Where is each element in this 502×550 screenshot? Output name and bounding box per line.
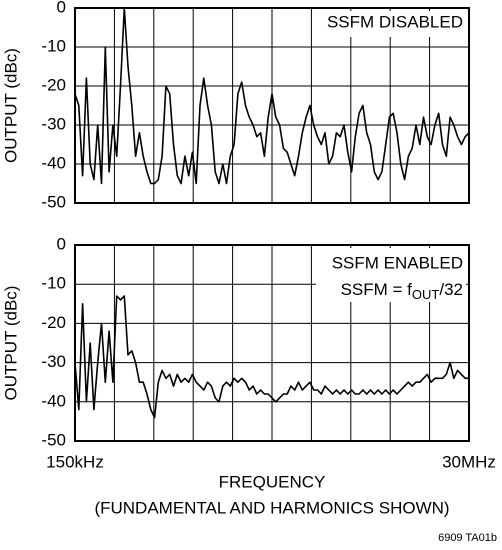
y-axis-label: OUTPUT (dBc) (1, 286, 20, 401)
y-tick-label: -40 (41, 391, 66, 410)
plot-frame (74, 244, 470, 442)
y-tick-label: 0 (57, 0, 66, 16)
annotation-tail: /32 (439, 280, 463, 299)
y-tick-label: -50 (41, 430, 66, 449)
annotation: SSFM ENABLED (332, 253, 463, 272)
data-line (74, 295, 469, 419)
figure-note: 6909 TA01b (438, 532, 497, 544)
y-tick-label: -30 (41, 114, 66, 133)
y-tick-label: -10 (41, 274, 66, 293)
annotation-box (316, 248, 466, 302)
y-tick-label: 0 (57, 234, 66, 253)
x-axis-label: (FUNDAMENTAL AND HARMONICS SHOWN) (94, 498, 449, 517)
y-tick-label: -20 (41, 75, 66, 94)
plot-frame (74, 7, 470, 204)
x-tick-label: 30MHz (442, 452, 496, 471)
y-tick-label: -10 (41, 36, 66, 55)
data-line (74, 7, 470, 185)
y-tick-label: -50 (41, 192, 66, 211)
x-axis-label: FREQUENCY (219, 472, 326, 491)
annotation: SSFM DISABLED (327, 12, 463, 31)
y-axis-label: OUTPUT (dBc) (1, 48, 20, 163)
annotation-box (316, 11, 466, 37)
annotation-sub: OUT (412, 287, 440, 302)
y-tick-label: -20 (41, 313, 66, 332)
y-tick-label: -40 (41, 153, 66, 172)
annotation-text: SSFM = f (341, 280, 413, 299)
y-tick-label: -30 (41, 352, 66, 371)
x-tick-label: 150kHz (46, 452, 104, 471)
annotation: SSFM = fOUT/32 (341, 280, 463, 302)
